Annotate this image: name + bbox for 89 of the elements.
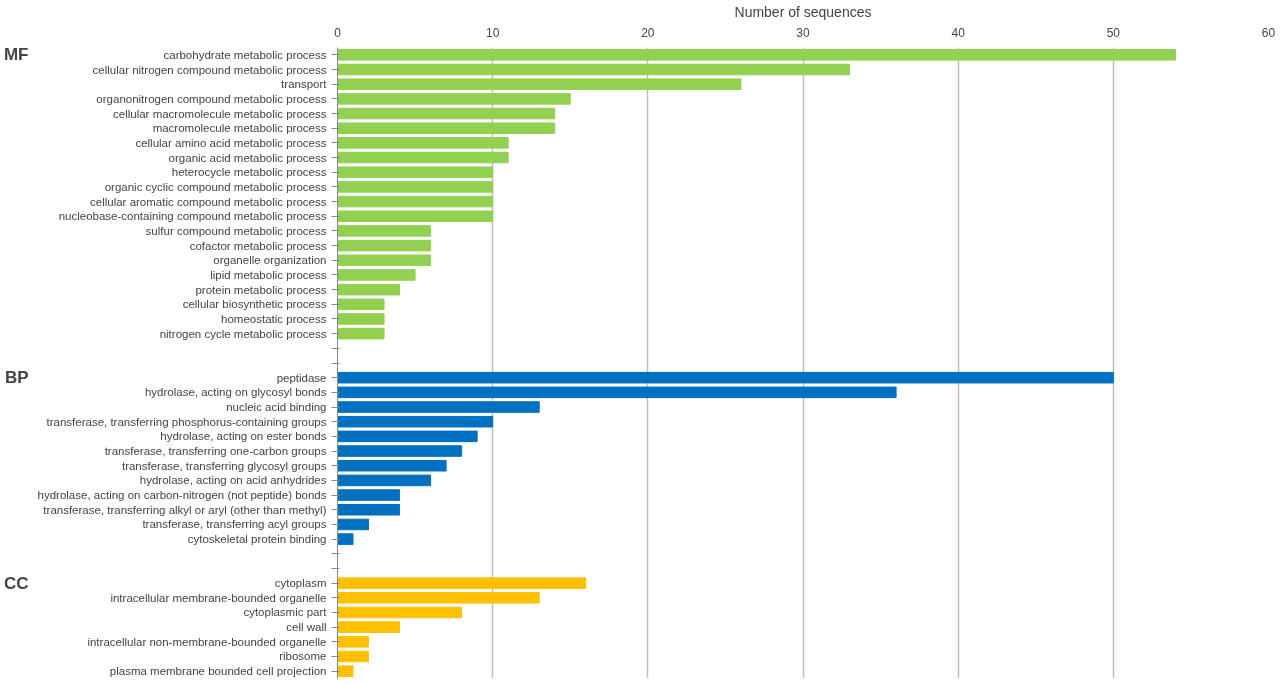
bar: [337, 445, 463, 457]
y-tick-label: cellular aromatic compound metabolic process: [90, 195, 327, 208]
y-tick-label: lipid metabolic process: [210, 268, 327, 281]
y-tick-label: transport: [281, 78, 328, 91]
bar: [337, 533, 354, 545]
bar: [337, 283, 401, 296]
text: MF: [3, 45, 29, 65]
bar: [337, 415, 494, 428]
y-tick-label: organic acid metabolic process: [168, 151, 327, 164]
y-tick-label: macromolecule metabolic process: [152, 122, 327, 135]
bar: [337, 474, 432, 487]
bar: [337, 239, 432, 252]
x-tick-label: 20: [641, 25, 655, 40]
bar: [337, 327, 385, 340]
y-tick-label: cytoskeletal protein binding: [187, 533, 327, 546]
bar: [337, 122, 556, 134]
y-tick-label: organelle organization: [213, 254, 327, 267]
bar: [337, 665, 354, 677]
bar: [337, 518, 370, 531]
x-tick-label: 50: [1106, 25, 1121, 40]
bar: [337, 107, 556, 120]
y-tick-label: cytoplasmic part: [243, 606, 328, 619]
x-tick-label: 0: [334, 25, 342, 40]
y-tick-label: sulfur compound metabolic process: [145, 224, 327, 237]
y-tick-label: nucleobase-containing compound metabolic process: [58, 210, 327, 223]
bar: [337, 93, 571, 105]
y-tick-label: intracellular non-membrane-bounded organelle: [87, 635, 327, 648]
bar: [337, 181, 494, 193]
y-tick-label: cellular biosynthetic process: [182, 298, 327, 311]
y-tick-label: transferase, transferring alkyl or aryl (other than methyl): [43, 503, 327, 516]
bar: [337, 254, 432, 267]
bar: [337, 386, 897, 399]
bar: [337, 166, 494, 179]
y-tick-label: cellular macromolecule metabolic process: [113, 107, 327, 120]
y-tick-label: cellular nitrogen compound metabolic process: [92, 63, 327, 76]
y-tick-label: heterocycle metabolic process: [171, 166, 327, 179]
bar: [337, 78, 742, 90]
bar: [337, 401, 540, 413]
y-tick-label: hydrolase, acting on ester bonds: [160, 430, 327, 443]
y-tick-label: hydrolase, acting on acid anhydrides: [139, 474, 327, 487]
y-tick-label: cell wall: [286, 621, 327, 634]
bar: [337, 63, 851, 76]
bar: [337, 151, 509, 164]
x-tick-label: 40: [951, 25, 966, 40]
y-tick-label: nitrogen cycle metabolic process: [159, 327, 327, 340]
y-tick-label: ribosome: [279, 650, 327, 663]
bar: [337, 430, 478, 443]
y-tick-label: transferase, transferring one-carbon groups: [104, 445, 327, 458]
y-tick-label: carbohydrate metabolic process: [163, 48, 327, 61]
y-tick-label: hydrolase, acting on glycosyl bonds: [144, 386, 327, 399]
bar: [337, 298, 385, 311]
bar: [337, 621, 401, 633]
bar: [337, 459, 447, 472]
x-axis-title: Number of sequences: [734, 3, 872, 20]
y-tick-label: cofactor metabolic process: [189, 239, 327, 252]
y-tick-label: transferase, transferring phosphorus-containing groups: [46, 415, 327, 428]
y-tick-label: transferase, transferring glycosyl groups: [121, 459, 327, 472]
y-tick-label: plasma membrane bounded cell projection: [109, 665, 327, 678]
bar: [337, 489, 401, 501]
bar: [337, 210, 494, 223]
y-tick-label: cellular amino acid metabolic process: [135, 136, 327, 149]
x-tick-label: 10: [485, 25, 500, 40]
y-tick-label: nucleic acid binding: [226, 401, 327, 414]
y-tick-label: intracellular membrane-bounded organelle: [110, 591, 327, 604]
y-tick-label: protein metabolic process: [195, 283, 327, 296]
bar: [337, 371, 1114, 384]
text: CC: [3, 573, 29, 593]
y-tick-label: transferase, transferring acyl groups: [142, 518, 327, 531]
y-tick-label: peptidase: [276, 371, 327, 384]
y-tick-label: organic cyclic compound metabolic process: [104, 180, 327, 193]
bar: [337, 606, 463, 619]
bar: [337, 592, 540, 604]
y-tick-label: cytoplasm: [274, 577, 327, 590]
bar: [337, 269, 416, 281]
bar: [337, 225, 432, 237]
bar: [337, 636, 370, 648]
bar: [337, 577, 587, 589]
x-tick-label: 60: [1261, 25, 1276, 40]
y-tick-label: hydrolase, acting on carbon-nitrogen (not peptide) bonds: [37, 489, 327, 502]
y-tick-label: homeostatic process: [221, 312, 327, 325]
bar: [337, 195, 494, 208]
bar: [337, 137, 509, 149]
bar: [337, 313, 385, 325]
y-tick-label: organonitrogen compound metabolic process: [96, 92, 327, 105]
bar: [337, 49, 1176, 61]
bar: [337, 650, 370, 663]
x-tick-label: 30: [796, 25, 810, 40]
text: BP: [4, 368, 29, 388]
bar: [337, 503, 401, 516]
